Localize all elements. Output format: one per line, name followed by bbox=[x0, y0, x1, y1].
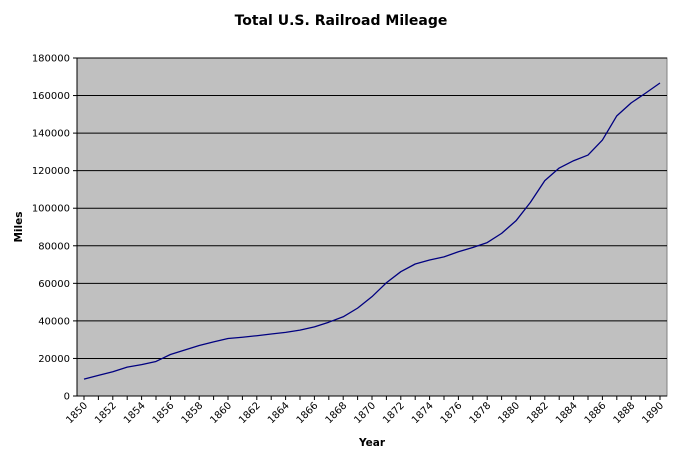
series-line bbox=[83, 82, 661, 380]
y-tick-label: 20000 bbox=[38, 354, 70, 365]
x-tick-label: 1860 bbox=[208, 400, 234, 426]
y-tick-label: 180000 bbox=[32, 54, 70, 65]
data-point bbox=[356, 307, 358, 309]
x-tick-label: 1884 bbox=[554, 400, 580, 426]
y-axis: 0 20000 40000 60000 80000 100000 120000 140000 1… bbox=[32, 54, 78, 403]
data-point bbox=[544, 179, 546, 181]
series-layer bbox=[83, 82, 661, 380]
data-point bbox=[328, 321, 330, 323]
x-tick-label: 1878 bbox=[468, 400, 494, 426]
data-point bbox=[572, 160, 574, 162]
data-point bbox=[97, 374, 99, 376]
y-tick-label: 120000 bbox=[32, 166, 70, 177]
data-point bbox=[558, 167, 560, 169]
y-tick-label: 40000 bbox=[38, 316, 70, 327]
x-tick-label: 1850 bbox=[64, 400, 90, 426]
data-point bbox=[371, 295, 373, 297]
data-point bbox=[443, 256, 445, 258]
data-point bbox=[472, 246, 474, 248]
y-tick-label: 0 bbox=[64, 392, 70, 403]
data-point bbox=[342, 316, 344, 318]
data-point bbox=[83, 378, 85, 380]
data-point bbox=[184, 349, 186, 351]
data-point bbox=[126, 366, 128, 368]
x-tick-label: 1864 bbox=[266, 400, 292, 426]
x-tick-label: 1870 bbox=[352, 400, 378, 426]
data-point bbox=[112, 371, 114, 373]
data-point bbox=[486, 241, 488, 243]
data-point bbox=[284, 331, 286, 333]
data-point bbox=[212, 341, 214, 343]
data-point bbox=[385, 282, 387, 284]
data-point bbox=[198, 344, 200, 346]
data-point bbox=[457, 251, 459, 253]
plot-area bbox=[76, 57, 668, 397]
data-point bbox=[155, 360, 157, 362]
y-tick-label: 60000 bbox=[38, 279, 70, 290]
data-point bbox=[414, 263, 416, 265]
data-point bbox=[400, 270, 402, 272]
x-axis: 1850 1852 1854 1856 1858 1860 1862 1864 1866 1868… bbox=[64, 395, 667, 426]
x-tick-label: 1862 bbox=[237, 400, 263, 426]
data-point bbox=[601, 139, 603, 141]
x-tick-label: 1876 bbox=[439, 400, 465, 426]
x-tick-label: 1880 bbox=[496, 400, 522, 426]
data-point bbox=[256, 335, 258, 337]
y-tick-label: 140000 bbox=[32, 129, 70, 140]
data-point bbox=[659, 82, 661, 84]
x-tick-label: 1858 bbox=[180, 400, 206, 426]
data-point bbox=[428, 259, 430, 261]
data-point bbox=[227, 337, 229, 339]
chart-title: Total U.S. Railroad Mileage bbox=[235, 13, 448, 29]
x-tick-label: 1868 bbox=[324, 400, 350, 426]
data-point bbox=[630, 102, 632, 104]
data-point bbox=[270, 333, 272, 335]
data-point bbox=[500, 232, 502, 234]
x-tick-label: 1874 bbox=[410, 400, 436, 426]
data-point bbox=[299, 329, 301, 331]
data-point bbox=[616, 115, 618, 117]
data-point bbox=[169, 353, 171, 355]
x-tick-label: 1856 bbox=[151, 400, 177, 426]
x-tick-label: 1852 bbox=[93, 400, 119, 426]
data-point bbox=[241, 336, 243, 338]
y-tick-label: 160000 bbox=[32, 91, 70, 102]
x-tick-label: 1888 bbox=[612, 400, 638, 426]
x-axis-label: Year bbox=[358, 437, 386, 449]
gridlines bbox=[77, 57, 667, 359]
y-tick-label: 100000 bbox=[32, 204, 70, 215]
x-tick-label: 1872 bbox=[381, 400, 407, 426]
data-point bbox=[644, 92, 646, 94]
data-point bbox=[529, 201, 531, 203]
x-tick-label: 1890 bbox=[640, 400, 666, 426]
y-tick-label: 80000 bbox=[38, 241, 70, 252]
x-tick-label: 1866 bbox=[295, 400, 321, 426]
data-point bbox=[515, 220, 517, 222]
y-axis-label: Miles bbox=[13, 211, 25, 242]
data-point bbox=[313, 326, 315, 328]
x-tick-label: 1882 bbox=[525, 400, 551, 426]
data-point bbox=[140, 363, 142, 365]
x-tick-label: 1854 bbox=[122, 400, 148, 426]
x-tick-label: 1886 bbox=[583, 400, 609, 426]
data-point bbox=[587, 154, 589, 156]
